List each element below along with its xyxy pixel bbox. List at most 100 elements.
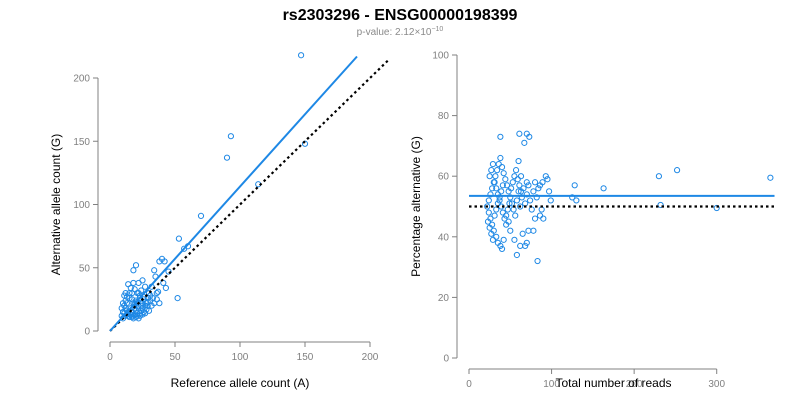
reference-line — [109, 58, 391, 332]
y-tick-label: 0 — [443, 354, 449, 365]
data-point — [522, 200, 529, 207]
data-point — [484, 218, 492, 225]
x-axis-label: Total number of reads — [555, 376, 671, 390]
y-tick-label: 60 — [438, 172, 450, 183]
data-point — [484, 203, 491, 210]
data-point — [223, 154, 231, 161]
data-point — [523, 239, 530, 246]
data-point — [547, 197, 554, 204]
x-tick-label: 0 — [466, 379, 472, 390]
x-tick-label: 100 — [543, 379, 560, 390]
data-point — [513, 251, 520, 259]
data-point — [517, 203, 524, 210]
data-point — [510, 206, 517, 213]
data-point — [499, 182, 506, 189]
data-point — [135, 279, 142, 287]
data-point — [495, 160, 502, 168]
data-point — [500, 170, 507, 177]
data-point — [507, 227, 514, 234]
data-point — [491, 212, 498, 219]
data-point — [531, 215, 539, 222]
data-point — [486, 224, 493, 231]
data-point — [129, 296, 136, 303]
data-point — [130, 279, 137, 287]
data-point — [497, 154, 504, 162]
data-point — [197, 212, 205, 219]
data-point — [493, 206, 500, 213]
x-tick-label: 50 — [169, 352, 181, 363]
data-point — [512, 167, 520, 174]
y-tick-label: 20 — [438, 293, 450, 304]
data-point — [525, 182, 532, 189]
data-point — [573, 197, 580, 204]
x-tick-label: 200 — [362, 352, 379, 363]
data-point — [488, 167, 495, 174]
data-point — [496, 194, 503, 201]
data-point — [534, 257, 541, 265]
data-point — [767, 174, 774, 181]
data-point — [516, 182, 523, 189]
data-point — [515, 188, 522, 195]
data-point — [503, 182, 511, 189]
data-point — [511, 173, 518, 180]
subtitle-prefix: p-value: 2.12×10 — [357, 27, 432, 38]
fit-line — [109, 55, 358, 332]
data-point — [540, 215, 547, 222]
data-point — [531, 179, 539, 186]
data-point — [657, 201, 664, 209]
data-point — [503, 221, 510, 228]
data-point — [516, 130, 523, 137]
y-tick-label: 100 — [73, 200, 90, 211]
data-point — [130, 267, 137, 274]
data-point — [500, 236, 507, 243]
data-point — [545, 188, 553, 195]
data-point — [301, 140, 309, 147]
data-point — [525, 227, 532, 234]
data-point — [142, 283, 149, 290]
data-point — [544, 176, 551, 183]
x-axis-label: Reference allele count (A) — [171, 376, 310, 390]
y-tick-label: 0 — [84, 327, 90, 338]
data-point — [227, 133, 234, 140]
data-point — [514, 176, 521, 183]
data-point — [144, 298, 151, 306]
chart-title: rs2303296 - ENSG00000198399 — [283, 7, 518, 24]
data-point — [513, 197, 520, 204]
y-tick-label: 150 — [73, 137, 90, 148]
data-point — [569, 194, 576, 201]
data-point — [499, 209, 506, 216]
data-point — [517, 242, 524, 249]
data-point — [655, 173, 663, 180]
data-point — [501, 215, 508, 222]
data-point — [156, 300, 163, 307]
y-axis-label: Percentage alternative (G) — [409, 136, 423, 277]
data-point — [494, 191, 501, 198]
data-point — [487, 191, 494, 198]
data-point — [600, 185, 607, 192]
x-tick-label: 300 — [708, 379, 725, 390]
data-point — [515, 157, 522, 165]
data-point — [528, 206, 535, 213]
data-point — [119, 308, 127, 316]
data-point — [536, 182, 544, 189]
left-panel: 0 50 100 150 200 0 50 100 150 200 Reference allele… — [49, 52, 391, 390]
data-point — [673, 167, 681, 174]
data-point — [298, 52, 305, 59]
subtitle-exponent: −10 — [431, 26, 443, 33]
data-point — [485, 209, 492, 216]
data-point — [129, 289, 136, 297]
y-tick-label: 80 — [438, 111, 450, 122]
data-point — [153, 289, 160, 297]
y-tick-label: 50 — [79, 263, 91, 274]
data-point — [535, 185, 542, 192]
data-point — [175, 235, 182, 242]
data-point — [530, 188, 537, 195]
y-axis-label: Alternative allele count (G) — [49, 134, 63, 275]
x-tick-label: 150 — [297, 352, 314, 363]
data-point — [162, 284, 169, 292]
data-point — [489, 185, 496, 192]
data-point — [519, 230, 526, 237]
data-point — [488, 230, 495, 237]
